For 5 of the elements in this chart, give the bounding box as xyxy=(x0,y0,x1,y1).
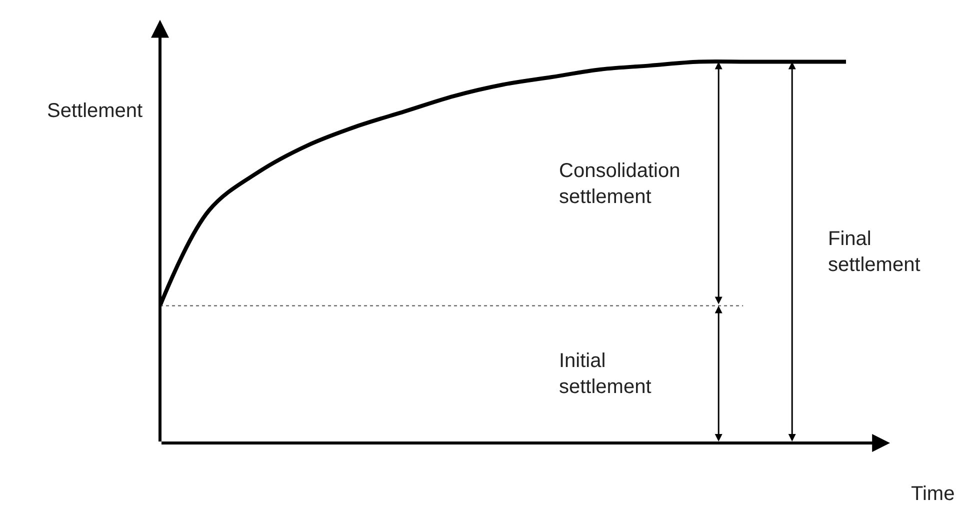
annotation: Final settlement xyxy=(828,228,921,276)
x-axis-title: Time xyxy=(911,483,955,505)
annotation: Initial settlement xyxy=(559,350,652,398)
y-axis-title: Settlement xyxy=(47,100,144,122)
annotation: Consolidation settlement xyxy=(559,160,680,208)
